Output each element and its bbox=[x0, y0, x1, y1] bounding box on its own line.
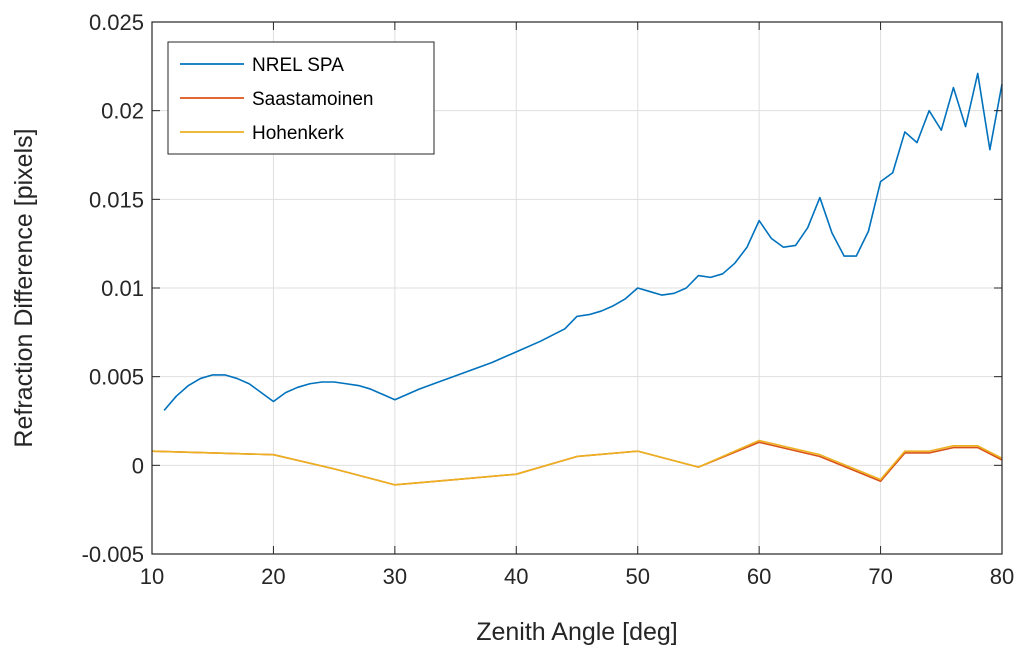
y-tick-label: 0.015 bbox=[89, 187, 144, 212]
y-tick-label: -0.005 bbox=[82, 542, 144, 567]
series-line-hohenkerk bbox=[151, 439, 1003, 486]
y-tick-label: 0.005 bbox=[89, 365, 144, 390]
legend-label: Saastamoinen bbox=[252, 89, 373, 110]
axes bbox=[151, 21, 1003, 555]
legend-label: Hohenkerk bbox=[252, 123, 344, 144]
x-axis-label: Zenith Angle [deg] bbox=[476, 618, 678, 646]
series-line-nrel-spa bbox=[163, 72, 1003, 411]
x-tick-label: 10 bbox=[140, 564, 164, 589]
y-tick-label: 0.02 bbox=[101, 99, 144, 124]
x-tick-label: 40 bbox=[504, 564, 528, 589]
series-lines bbox=[151, 72, 1003, 486]
x-tick-label: 30 bbox=[383, 564, 407, 589]
x-tick-label: 80 bbox=[990, 564, 1014, 589]
x-tick-label: 20 bbox=[261, 564, 285, 589]
tick-labels: 10 20 30 40 50 60 70 80 -0.005 0 0.005 0.01 0.015 0.0… bbox=[82, 10, 1015, 589]
y-tick-label: 0 bbox=[132, 453, 144, 478]
y-axis-label: Refraction Difference [pixels] bbox=[10, 128, 38, 447]
y-tick-label: 0.01 bbox=[101, 276, 144, 301]
legend-label: NREL SPA bbox=[252, 55, 344, 76]
x-tick-label: 70 bbox=[868, 564, 892, 589]
legend: NREL SPA Saastamoinen Hohenkerk bbox=[167, 41, 435, 155]
y-tick-label: 0.025 bbox=[89, 10, 144, 35]
axes-box bbox=[151, 21, 1003, 555]
x-tick-label: 60 bbox=[747, 564, 771, 589]
x-tick-label: 50 bbox=[625, 564, 649, 589]
